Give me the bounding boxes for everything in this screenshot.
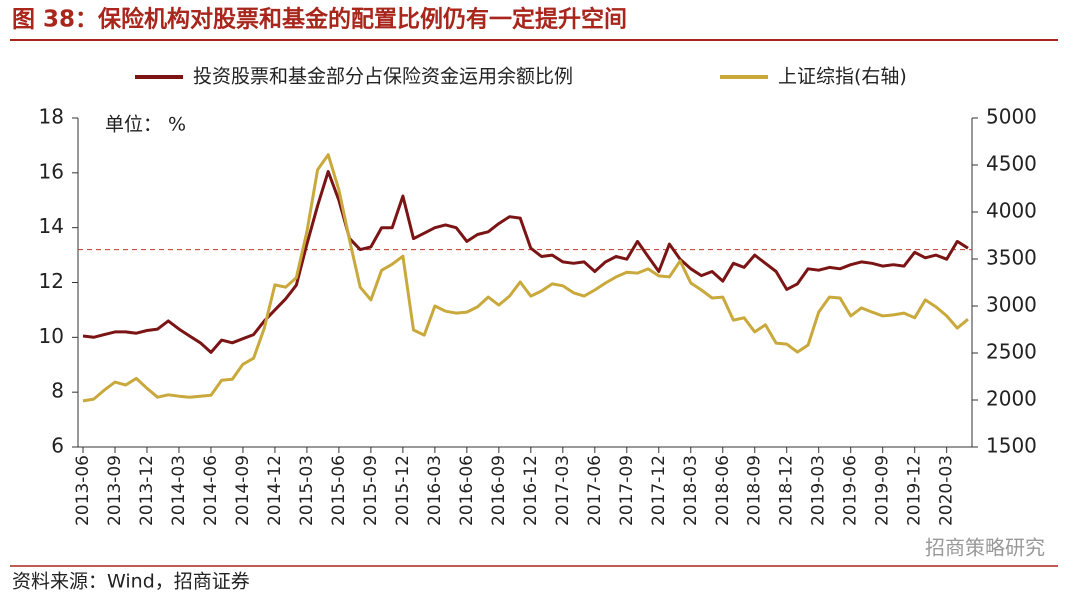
x-tick-label: 2016-03 <box>425 455 445 526</box>
x-tick-label: 2015-03 <box>297 455 317 526</box>
y2-tick-label: 5000 <box>986 105 1037 129</box>
y2-tick-label: 4500 <box>986 152 1037 176</box>
y-tick-label: 6 <box>51 434 64 458</box>
x-tick-label: 2013-12 <box>137 455 157 526</box>
y2-tick-label: 3500 <box>986 246 1037 270</box>
x-tick-label: 2014-12 <box>265 455 285 526</box>
x-tick-label: 2019-06 <box>841 455 861 526</box>
y2-tick-label: 4000 <box>986 199 1037 223</box>
x-tick-label: 2018-03 <box>681 455 701 526</box>
source: 资料来源：Wind，招商证券 <box>12 571 250 593</box>
y2-tick-label: 1500 <box>986 434 1037 458</box>
watermark: 招商策略研究 <box>925 536 1045 560</box>
chart-title: 图 38：保险机构对股票和基金的配置比例仍有一定提升空间 <box>12 6 627 33</box>
x-tick-label: 2017-12 <box>649 455 669 526</box>
x-tick-label: 2014-03 <box>169 455 189 526</box>
x-tick-label: 2015-12 <box>393 455 413 526</box>
y2-tick-label: 2000 <box>986 387 1037 411</box>
y-tick-label: 14 <box>39 214 64 238</box>
series-line <box>82 153 969 403</box>
x-tick-label: 2013-06 <box>73 455 93 526</box>
x-tick-label: 2016-06 <box>457 455 477 526</box>
x-tick-label: 2017-03 <box>553 455 573 526</box>
x-tick-label: 2015-06 <box>329 455 349 526</box>
y-tick-label: 10 <box>39 324 64 348</box>
y2-tick-label: 2500 <box>986 340 1037 364</box>
x-tick-label: 2014-09 <box>233 455 253 526</box>
y2-tick-label: 3000 <box>986 293 1037 317</box>
y-tick-label: 16 <box>39 159 64 183</box>
x-tick-label: 2017-09 <box>617 455 637 526</box>
y-tick-label: 18 <box>39 105 64 129</box>
x-tick-label: 2015-09 <box>361 455 381 526</box>
x-tick-label: 2016-09 <box>489 455 509 526</box>
x-tick-label: 2016-12 <box>521 455 541 526</box>
x-tick-label: 2013-09 <box>105 455 125 526</box>
series-line <box>82 170 969 354</box>
x-tick-label: 2017-06 <box>585 455 605 526</box>
legend-label: 上证综指(右轴) <box>778 66 907 88</box>
x-tick-label: 2019-12 <box>905 455 925 526</box>
x-tick-label: 2020-03 <box>937 455 957 526</box>
x-tick-label: 2018-09 <box>745 455 765 526</box>
x-tick-label: 2019-03 <box>809 455 829 526</box>
y-tick-label: 12 <box>39 269 64 293</box>
unit-label: 单位： % <box>105 114 186 136</box>
legend-label: 投资股票和基金部分占保险资金运用余额比例 <box>193 66 573 88</box>
x-tick-label: 2018-06 <box>713 455 733 526</box>
x-tick-label: 2019-09 <box>873 455 893 526</box>
x-tick-label: 2018-12 <box>777 455 797 526</box>
y-tick-label: 8 <box>51 379 64 403</box>
x-tick-label: 2014-06 <box>201 455 221 526</box>
